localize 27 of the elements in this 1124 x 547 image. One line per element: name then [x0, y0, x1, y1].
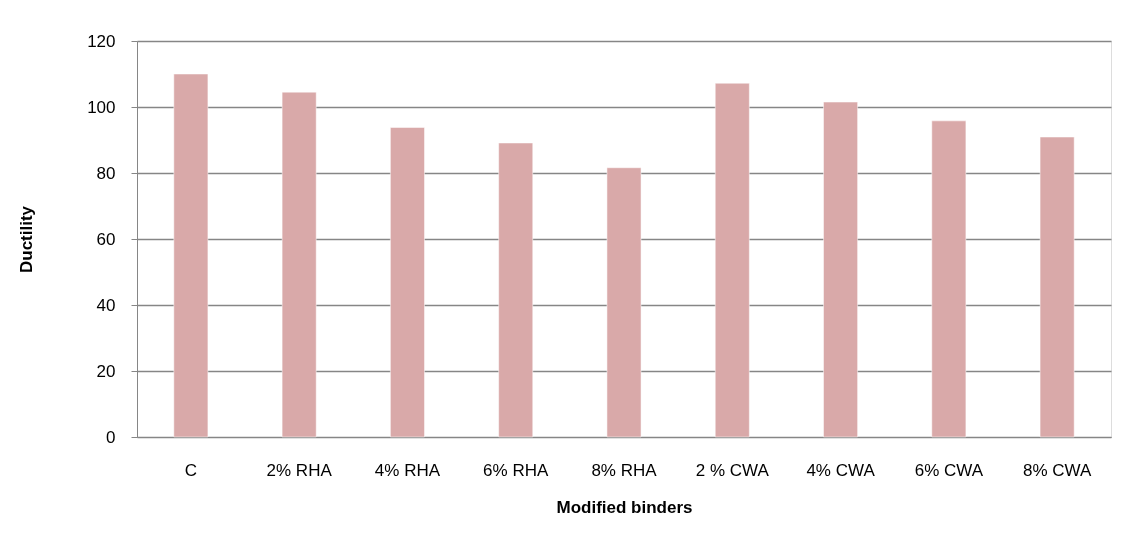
x-tick-label: 8% RHA	[591, 460, 658, 480]
x-tick-label: 4% CWA	[806, 460, 876, 480]
y-tick-label: 100	[87, 97, 116, 117]
bar	[173, 73, 209, 438]
x-tick-label: 2% RHA	[266, 460, 333, 480]
y-tick-label: 120	[87, 31, 116, 51]
x-tick-label: 6% RHA	[483, 460, 549, 480]
bar	[606, 167, 642, 438]
bar	[823, 101, 858, 438]
y-tick-label: 0	[106, 427, 116, 447]
x-axis-title: Modified binders	[556, 497, 693, 517]
y-axis-title: Ductility	[17, 205, 37, 274]
bar	[390, 127, 425, 438]
bar	[281, 91, 317, 438]
x-tick-label: 8% CWA	[1022, 460, 1092, 480]
y-tick-label: 60	[96, 229, 116, 249]
y-tick-label: 20	[96, 361, 116, 381]
x-tick-label: C	[184, 460, 198, 480]
bar	[714, 82, 750, 438]
bar	[931, 120, 967, 438]
x-tick-label: 4% RHA	[374, 460, 441, 480]
x-tick-label: 2 % CWA	[695, 460, 770, 480]
bar	[498, 142, 534, 438]
bar	[1039, 136, 1075, 438]
y-tick-label: 40	[96, 295, 116, 315]
y-tick-label: 80	[96, 163, 116, 183]
x-tick-label: 6% CWA	[914, 460, 984, 480]
